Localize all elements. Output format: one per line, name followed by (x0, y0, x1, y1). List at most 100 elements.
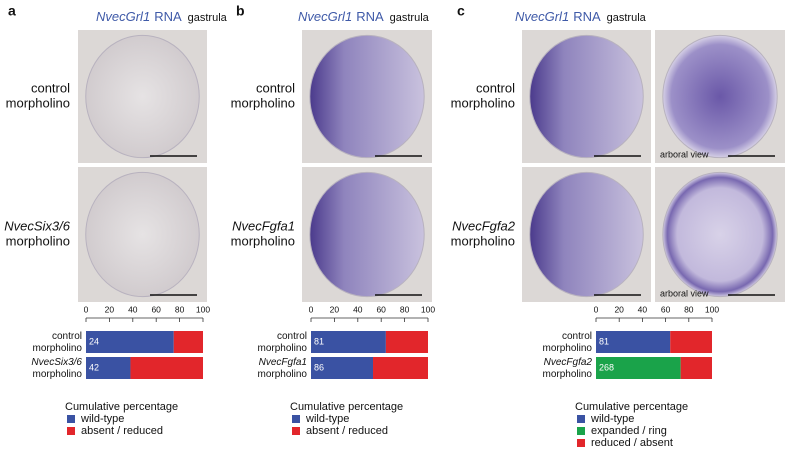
x-tick-label: 20 (330, 304, 340, 314)
row-label-line: morpholino (6, 96, 70, 111)
x-tick-label: 100 (421, 304, 435, 314)
n-label: 42 (89, 362, 99, 372)
category-label: NvecFgfa2 morpholino (543, 357, 593, 380)
header-probe: RNA (154, 9, 182, 24)
category-line: morpholino (543, 369, 593, 380)
bar-segment (311, 357, 374, 379)
legend-label: expanded / ring (591, 425, 667, 437)
embryo (662, 171, 778, 298)
category-label: control morpholino (33, 331, 83, 354)
header-stage: gastrula (188, 12, 228, 24)
category-line: control (52, 331, 82, 342)
category-line: morpholino (543, 343, 593, 354)
x-tick-label: 0 (594, 304, 599, 314)
legend-title: Cumulative percentage (65, 401, 178, 413)
legend-label: absent / reduced (306, 425, 388, 437)
row-label-line: NvecFgfa1 (232, 219, 295, 234)
embryo (662, 34, 778, 159)
n-label: 81 (599, 336, 609, 346)
x-tick-label: 0 (309, 304, 314, 314)
legend-swatch (67, 415, 75, 423)
x-tick-label: 100 (196, 304, 210, 314)
legend-label: wild-type (305, 413, 349, 425)
row-label: NvecSix3/6 morpholino (4, 219, 71, 249)
x-tick-label: 40 (353, 304, 363, 314)
row-label-line: morpholino (451, 96, 515, 111)
row-label-line: control (256, 81, 295, 96)
row-label-line: NvecFgfa2 (452, 219, 516, 234)
category-label: NvecFgfa1 morpholino (258, 357, 308, 380)
bar-segment (311, 331, 386, 353)
row-label-line: control (31, 81, 70, 96)
bar-segment (173, 331, 203, 353)
legend-title: Cumulative percentage (290, 401, 403, 413)
annotation: arboral view (660, 288, 709, 298)
embryo (529, 171, 644, 298)
row-label: NvecFgfa2 morpholino (451, 219, 516, 249)
x-tick-label: 80 (684, 304, 694, 314)
header-stage: gastrula (607, 12, 647, 24)
panel-header: NvecGrl1 RNA gastrula (298, 9, 430, 24)
row-label: NvecFgfa1 morpholino (231, 219, 295, 249)
category-line: NvecFgfa2 (544, 357, 593, 368)
x-tick-label: 60 (151, 304, 161, 314)
embryo (309, 171, 425, 298)
header-gene: NvecGrl1 (298, 9, 352, 24)
bar-segment (596, 357, 681, 379)
panel-label: c (457, 3, 465, 19)
legend-label: reduced / absent (591, 437, 673, 449)
legend-title: Cumulative percentage (575, 401, 688, 413)
header-probe: RNA (573, 9, 601, 24)
panel-label: a (8, 3, 16, 19)
panel-label: b (236, 3, 245, 19)
category-label: control morpholino (258, 331, 308, 354)
bar-segment (670, 331, 712, 353)
x-tick-label: 100 (705, 304, 719, 314)
legend-swatch (577, 415, 585, 423)
category-line: morpholino (258, 369, 308, 380)
row-label-line: morpholino (6, 234, 70, 249)
category-line: control (277, 331, 307, 342)
category-line: NvecSix3/6 (31, 357, 82, 368)
category-line: control (562, 331, 592, 342)
bar-segment (596, 331, 671, 353)
legend-label: absent / reduced (81, 425, 163, 437)
x-tick-label: 20 (614, 304, 624, 314)
x-tick-label: 60 (661, 304, 671, 314)
row-label: control morpholino (451, 81, 515, 111)
annotation: arboral view (660, 149, 709, 159)
panel-header: NvecGrl1 RNA gastrula (515, 9, 647, 24)
legend-swatch (292, 415, 300, 423)
bar-segment (385, 331, 428, 353)
panel-header: NvecGrl1 RNA gastrula (96, 9, 228, 24)
header-stage: gastrula (390, 12, 430, 24)
x-tick-label: 60 (376, 304, 386, 314)
n-label: 86 (314, 362, 324, 372)
row-label-line: morpholino (231, 234, 295, 249)
row-label: control morpholino (231, 81, 295, 111)
embryo (85, 171, 200, 298)
x-tick-label: 40 (128, 304, 138, 314)
n-label: 24 (89, 336, 99, 346)
bar-segment (86, 357, 131, 379)
bar-segment (373, 357, 428, 379)
legend-swatch (292, 427, 300, 435)
row-label: control morpholino (6, 81, 70, 111)
row-label-line: NvecSix3/6 (4, 219, 71, 234)
legend-label: wild-type (80, 413, 124, 425)
category-line: morpholino (258, 343, 308, 354)
x-tick-label: 40 (638, 304, 648, 314)
x-tick-label: 80 (175, 304, 185, 314)
embryo (529, 34, 644, 159)
row-label-line: morpholino (451, 234, 515, 249)
x-tick-label: 0 (84, 304, 89, 314)
bar-segment (130, 357, 203, 379)
x-tick-label: 20 (105, 304, 115, 314)
n-label: 268 (599, 362, 614, 372)
n-label: 81 (314, 336, 324, 346)
embryo (309, 34, 425, 159)
category-line: morpholino (33, 369, 83, 380)
legend-label: wild-type (590, 413, 634, 425)
x-tick-label: 80 (400, 304, 410, 314)
legend-swatch (577, 427, 585, 435)
